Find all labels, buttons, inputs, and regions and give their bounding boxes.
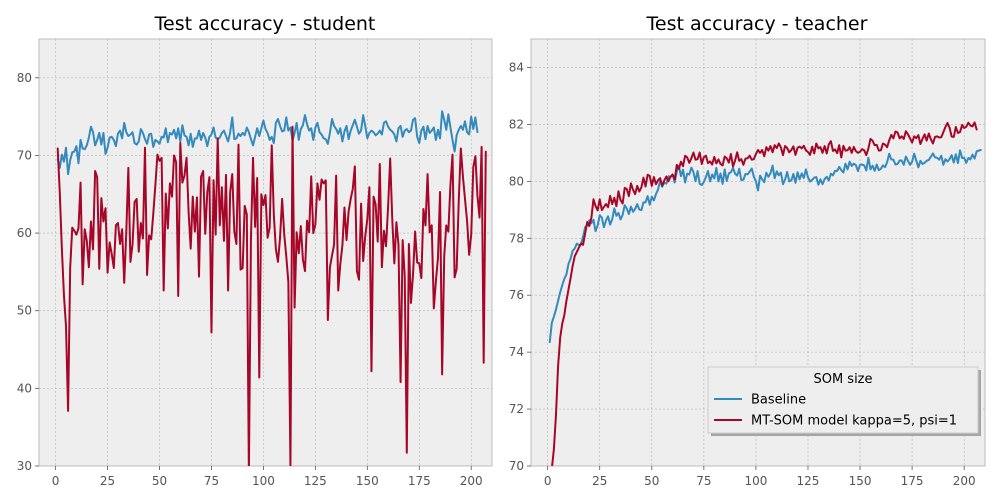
y-tick-label: 84 — [509, 60, 524, 74]
y-tick-label: 82 — [509, 117, 524, 131]
y-tick-label: 70 — [509, 459, 524, 473]
series-line-baseline — [548, 149, 982, 344]
series-lines-teacher — [548, 121, 982, 466]
x-tick-label: 100 — [252, 474, 275, 488]
plot-frame-student — [38, 38, 493, 467]
y-tick-label: 40 — [17, 381, 32, 395]
y-tick-label: 30 — [17, 459, 32, 473]
series-line-baseline — [56, 110, 479, 176]
x-tick-label: 50 — [644, 474, 659, 488]
x-tick-label: 200 — [460, 474, 483, 488]
y-tick-label: 60 — [17, 226, 32, 240]
x-tick-label: 0 — [544, 474, 552, 488]
y-tick-label: 72 — [509, 402, 524, 416]
y-tick-label: 70 — [17, 148, 32, 162]
chart-title-student: Test accuracy - student — [154, 13, 376, 35]
y-tick-label: 80 — [509, 174, 524, 188]
legend: SOM size Baseline MT-SOM model kappa=5, ps… — [707, 366, 981, 436]
legend-box — [707, 366, 979, 434]
x-tick-label: 125 — [304, 474, 327, 488]
x-tick-label: 100 — [744, 474, 767, 488]
x-tick-label: 25 — [100, 474, 115, 488]
x-tick-label: 25 — [592, 474, 607, 488]
x-tick-label: 150 — [849, 474, 872, 488]
x-tick-label: 150 — [356, 474, 379, 488]
student-accuracy-chart: Test accuracy - student 0 25 50 75 100 125 150… — [17, 13, 493, 488]
legend-title: SOM size — [813, 372, 872, 387]
gridlines-teacher — [531, 39, 985, 467]
x-tick-label: 175 — [901, 474, 924, 488]
legend-label-mt-som: MT-SOM model kappa=5, psi=1 — [751, 414, 957, 429]
y-tick-label: 78 — [509, 231, 524, 245]
y-tick-label: 76 — [509, 288, 524, 302]
x-tick-label: 125 — [797, 474, 820, 488]
plot-frame-teacher — [530, 38, 986, 467]
y-tick-label: 74 — [509, 345, 524, 359]
x-tick-label: 200 — [953, 474, 976, 488]
series-line-mt-som — [551, 121, 978, 466]
y-tick-label: 50 — [17, 304, 32, 318]
x-tick-label: 75 — [204, 474, 219, 488]
y-tick-label: 80 — [17, 71, 32, 85]
x-tick-label: 75 — [696, 474, 711, 488]
x-tick-label: 175 — [408, 474, 431, 488]
chart-title-teacher: Test accuracy - teacher — [646, 13, 868, 35]
x-tick-label: 0 — [52, 474, 60, 488]
legend-label-baseline: Baseline — [751, 393, 806, 408]
teacher-accuracy-chart: Test accuracy - teacher 0 25 50 75 100 125 150… — [509, 13, 986, 488]
series-line-mt-som — [56, 125, 487, 466]
x-tick-label: 50 — [152, 474, 167, 488]
series-lines-student — [56, 110, 487, 466]
